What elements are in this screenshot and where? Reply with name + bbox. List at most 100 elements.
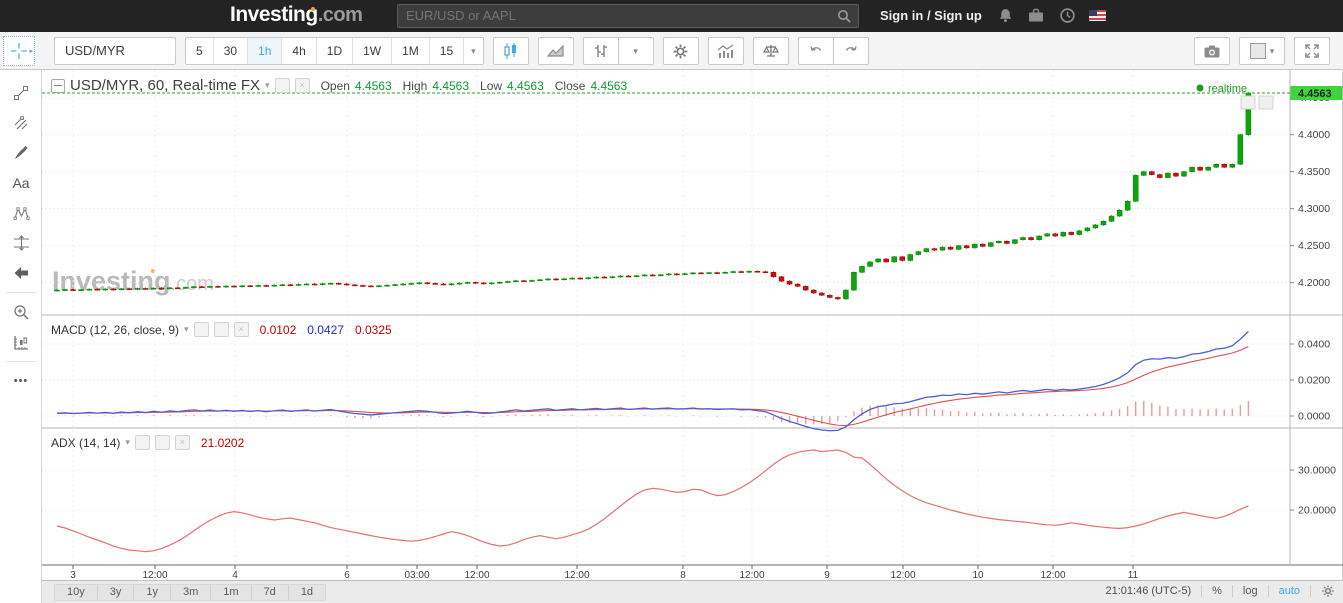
- svg-text:4.2500: 4.2500: [1298, 240, 1330, 252]
- undo-button[interactable]: [797, 37, 833, 65]
- arrow-left-icon: [14, 267, 28, 279]
- range-3m[interactable]: 3m: [171, 585, 212, 600]
- candlestick-icon: [504, 43, 516, 59]
- svg-text:11: 11: [1128, 570, 1139, 580]
- svg-text:12:00: 12:00: [564, 570, 589, 580]
- chart-title-dropdown-caret[interactable]: ▾: [265, 80, 270, 90]
- zoom-in-tool[interactable]: [0, 297, 42, 327]
- indicators-icon: [717, 43, 734, 58]
- footer-settings-gear-icon[interactable]: [1321, 584, 1335, 598]
- range-1m[interactable]: 1m: [211, 585, 252, 600]
- search-icon[interactable]: [836, 8, 852, 24]
- tf-30m[interactable]: 30: [214, 38, 249, 64]
- timeframe-dropdown-caret[interactable]: ▾: [471, 46, 476, 56]
- svg-text:0.0400: 0.0400: [1298, 339, 1330, 351]
- high-value: 4.4563: [432, 78, 470, 93]
- area-chart-icon: [546, 44, 564, 57]
- svg-text:20.0000: 20.0000: [1298, 505, 1336, 517]
- more-tools-button[interactable]: •••: [13, 375, 29, 387]
- tf-1h-active[interactable]: 1h: [248, 38, 283, 64]
- bars-chart-type-button[interactable]: [582, 37, 618, 65]
- svg-text:9: 9: [824, 570, 830, 580]
- percent-scale-button[interactable]: %: [1212, 585, 1222, 597]
- area-chart-type-button[interactable]: [537, 37, 574, 65]
- chart-toolbar: ▸ USD/MYR 5 30 1h 4h 1D 1W 1M 15 ▾: [0, 32, 1343, 70]
- trend-line-icon: [14, 86, 28, 100]
- language-us-flag-icon[interactable]: [1089, 10, 1106, 21]
- pane-close-button[interactable]: ×: [294, 78, 310, 93]
- macd-dropdown-caret[interactable]: ▾: [184, 324, 189, 334]
- measure-tool[interactable]: [0, 327, 42, 357]
- background-style-dropdown[interactable]: ▾: [1239, 37, 1285, 65]
- svg-text:4.3000: 4.3000: [1298, 203, 1330, 215]
- xabcd-pattern-tool[interactable]: [0, 198, 42, 228]
- collapse-pane-button[interactable]: [51, 78, 65, 93]
- compare-button[interactable]: [752, 37, 789, 65]
- back-arrow-tool[interactable]: [0, 258, 42, 288]
- adx-settings-button[interactable]: [134, 435, 150, 450]
- indicators-button[interactable]: [707, 37, 744, 65]
- chart-title: USD/MYR, 60, Real-time FX: [70, 77, 261, 94]
- projection-tool[interactable]: [0, 228, 42, 258]
- tf-1d[interactable]: 1D: [317, 38, 354, 64]
- chevron-down-icon: ▾: [633, 45, 638, 56]
- adx-close-button[interactable]: ×: [174, 435, 190, 450]
- range-1d[interactable]: 1d: [300, 586, 314, 598]
- search-input[interactable]: [398, 5, 844, 25]
- chart-type-dropdown[interactable]: ▾: [617, 37, 654, 65]
- redo-button[interactable]: [832, 37, 869, 65]
- macd-settings-button[interactable]: [193, 322, 209, 337]
- recent-quotes-clock-icon[interactable]: [1059, 7, 1076, 24]
- clock-utc: 21:01:46 (UTC-5): [1105, 585, 1192, 597]
- adx-move-button[interactable]: [154, 435, 170, 450]
- range-selector: 10y 3y 1y 3m 1m 7d 1d: [54, 584, 327, 601]
- pitchfork-icon: [14, 115, 27, 129]
- crosshair-tool-button[interactable]: ▸: [3, 36, 35, 66]
- range-3y[interactable]: 3y: [98, 585, 135, 600]
- text-tool[interactable]: Aa: [12, 175, 30, 191]
- sign-in-link[interactable]: Sign in / Sign up: [880, 8, 982, 23]
- swatch-icon: [1249, 43, 1266, 59]
- macd-close-button[interactable]: ×: [233, 322, 249, 337]
- portfolio-icon[interactable]: [1027, 7, 1045, 24]
- tf-1w[interactable]: 1W: [353, 38, 393, 64]
- auto-scale-button[interactable]: auto: [1278, 585, 1300, 597]
- close-value: 4.4563: [590, 78, 628, 93]
- projection-lines-icon: [13, 235, 29, 251]
- macd-move-button[interactable]: [213, 322, 229, 337]
- footer-divider: [1267, 585, 1269, 597]
- investing-logo[interactable]: Investing.com: [230, 3, 363, 27]
- svg-text:0.0200: 0.0200: [1298, 375, 1330, 387]
- svg-text:4: 4: [232, 570, 238, 580]
- main-pane-header: USD/MYR, 60, Real-time FX ▾ × Open 4.456…: [51, 77, 627, 94]
- tf-15m[interactable]: 15: [430, 38, 465, 64]
- adx-dropdown-caret[interactable]: ▾: [125, 437, 130, 447]
- range-7d[interactable]: 7d: [252, 585, 289, 600]
- candlestick-chart-type-button[interactable]: [492, 37, 529, 65]
- chart-settings-button[interactable]: [662, 37, 699, 65]
- brush-tool[interactable]: [0, 138, 42, 168]
- redo-icon: [845, 46, 857, 51]
- tf-1m[interactable]: 1M: [392, 38, 430, 64]
- macd-hist-value: 0.0102: [259, 322, 297, 337]
- brush-icon: [15, 145, 28, 159]
- trend-line-tool[interactable]: [0, 78, 42, 108]
- range-1y[interactable]: 1y: [134, 585, 171, 600]
- chart-canvas[interactable]: 3 12:00 4 6 03:00 12:00 12:00 8 12:00 9 12:00 10 12:…: [42, 70, 1343, 580]
- range-10y[interactable]: 10y: [55, 585, 98, 600]
- svg-text:4.2000: 4.2000: [1298, 277, 1330, 289]
- fullscreen-button[interactable]: [1294, 37, 1330, 65]
- watermark: Investing.com: [52, 266, 214, 297]
- sidebar-divider: [5, 292, 36, 293]
- symbol-button[interactable]: USD/MYR: [65, 43, 125, 58]
- search-box[interactable]: [397, 4, 859, 28]
- tf-4h[interactable]: 4h: [282, 38, 317, 64]
- zoom-in-icon: [13, 304, 29, 320]
- tf-5m[interactable]: 5: [186, 38, 214, 64]
- notifications-bell-icon[interactable]: [997, 7, 1014, 24]
- pane-settings-button[interactable]: [274, 78, 290, 93]
- pitchfork-tool[interactable]: [0, 108, 42, 138]
- watermark-text: Investing: [52, 266, 171, 296]
- snapshot-camera-button[interactable]: [1194, 37, 1230, 65]
- log-scale-button[interactable]: log: [1242, 585, 1258, 597]
